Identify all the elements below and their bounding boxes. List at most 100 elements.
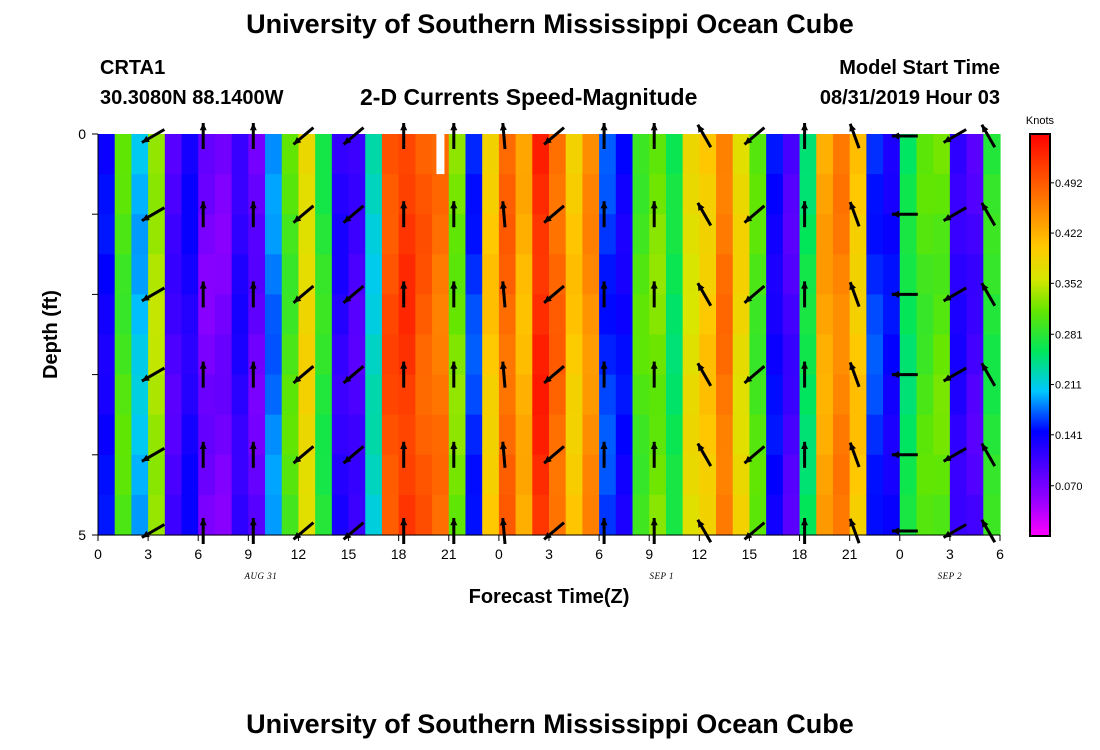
current-vector-head [499,201,507,209]
heatmap-cell [98,334,116,376]
current-vector-head [650,518,658,526]
heatmap-cell [983,454,1001,496]
heatmap-cell [214,374,233,416]
heatmap-cell [181,414,199,456]
current-vector-head [141,294,150,301]
heatmap-cell [448,294,467,336]
heatmap-cell [415,254,433,295]
heatmap-cell [348,454,366,496]
heatmap-cell [699,294,717,336]
heatmap-cell [231,214,249,255]
heatmap-cell [883,414,901,456]
heatmap-cell [265,334,283,376]
heatmap-cell [949,214,968,255]
heatmap-cell [465,454,483,496]
current-vector-head [499,518,507,526]
heatmap-cell [816,334,834,376]
current-vector-head [600,123,608,131]
heatmap-cell [265,414,283,456]
heatmap-cell [181,254,199,295]
heatmap-cell [265,494,283,536]
heatmap-cell [799,294,817,336]
heatmap-cell [799,414,817,456]
heatmap-cell [799,494,817,536]
heatmap-cell [766,374,784,416]
heatmap-cell [398,494,416,536]
heatmap-cell [181,494,199,536]
heatmap-cell [114,254,132,295]
current-vector-head [943,135,952,143]
heatmap-cell [933,174,951,215]
heatmap-cell [716,254,734,295]
heatmap-cell [699,254,717,295]
heatmap-cell [599,294,617,336]
heatmap-cell [181,454,199,496]
current-vector-head [499,123,507,131]
current-vector-head [199,123,207,131]
heatmap-cell [682,294,700,336]
heatmap-cell [231,454,249,496]
heatmap-cell [365,294,383,336]
y-tick-label: 5 [78,527,86,543]
heatmap-cell [966,494,984,536]
heatmap-cell [933,254,951,295]
heatmap-cell [532,214,550,255]
heatmap-cell [214,494,233,536]
heatmap-cell [732,374,751,416]
heatmap-cell [682,334,700,376]
current-vector-head [981,363,989,372]
current-vector-head [943,374,952,382]
heatmap-cell [265,214,283,255]
heatmap-cell [131,214,149,255]
x-tick-label: 0 [94,546,102,562]
heatmap-cell [465,374,483,416]
heatmap-cell [482,414,500,456]
heatmap-cell [148,254,166,295]
heatmap-cell [365,134,383,175]
heatmap-cell [448,334,467,376]
current-vector-head [544,137,552,145]
heatmap-cell [649,334,667,376]
current-vector-head [343,375,352,383]
heatmap-cell [916,414,934,456]
heatmap-cell [198,334,216,376]
heatmap-cell [281,174,300,215]
heatmap-cell [398,174,416,215]
heatmap-cell [148,174,166,215]
model-start-time: 08/31/2019 Hour 03 [819,87,1000,109]
heatmap-cell [365,254,383,295]
heatmap-cell [298,134,316,175]
heatmap-cell [782,374,801,416]
heatmap-cell [281,214,300,255]
heatmap-cell [365,494,383,536]
heatmap-cell [565,134,583,175]
heatmap-cell [949,334,968,376]
heatmap-cell [799,254,817,295]
heatmap-cell [331,174,350,215]
heatmap-cell [448,414,467,456]
heatmap-cell [298,414,316,456]
heatmap-cell [131,494,149,536]
current-vector-head [697,443,705,452]
heatmap-cell [498,174,517,215]
heatmap-cell [114,214,132,255]
heatmap-cell [983,174,1001,215]
heatmap-cell [899,374,918,416]
current-vector-head [981,124,989,133]
heatmap-cell [832,334,851,376]
heatmap-cell [699,134,717,175]
heatmap-cell [933,214,951,255]
heatmap-cell [331,454,350,496]
heatmap-cell [615,214,634,255]
heatmap-cell [365,174,383,215]
heatmap-cell [799,214,817,255]
heatmap-cell [615,414,634,456]
heatmap-cell [582,294,600,336]
heatmap-cell [816,414,834,456]
heatmap-cell [649,174,667,215]
heatmap-cell [532,494,550,536]
current-vector-head [697,519,705,528]
heatmap-cell [883,134,901,175]
heatmap-cell [615,374,634,416]
heatmap-cell [615,454,634,496]
